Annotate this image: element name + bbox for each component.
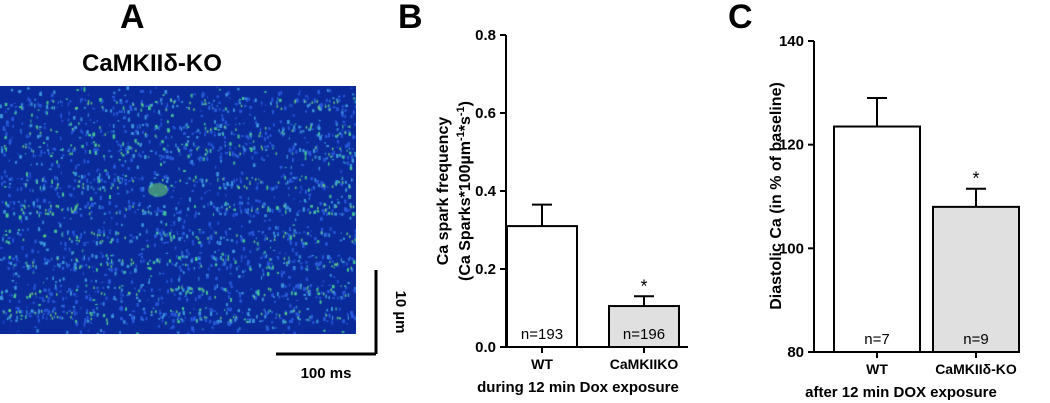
chart-b-y-label-part: (Ca Sparks*100µm [457, 141, 474, 281]
chart-c-bar [932, 205, 1020, 353]
chart-b-significance-star: * [640, 276, 647, 296]
chart-b-n-label: n=193 [521, 326, 563, 343]
chart-b-y-tick-label: 0.6 [475, 105, 496, 122]
scale-bar-space-label: 10 µm [392, 291, 409, 334]
chart-b-y-tick-label: 0.4 [475, 183, 497, 200]
chart-c-n-label: n=9 [963, 331, 988, 348]
chart-c-n-label: n=7 [864, 331, 889, 348]
chart-c-y-tick-label: 120 [779, 137, 804, 154]
chart-c-significance-star: * [972, 169, 979, 189]
chart-diastolic-ca: 80 100 120 140 n=7 WT n=9 * CaMKIIδ-KO after 12 m… [768, 33, 1020, 401]
chart-c-x-label: after 12 min DOX exposure [805, 384, 997, 401]
calcium-linescan-image [0, 86, 356, 334]
chart-b-y-tick-label: 0.8 [475, 27, 496, 44]
chart-b-y-label-line2: (Ca Sparks*100µm-1*s-1) [455, 101, 474, 281]
chart-b-x-label: during 12 min Dox exposure [477, 379, 679, 396]
chart-b-y-label-part: -1 [455, 106, 467, 116]
chart-b-category-label: WT [531, 356, 553, 372]
chart-c-category-label: CaMKIIδ-KO [935, 361, 1017, 377]
chart-b-y-label-part: *s [457, 116, 474, 131]
chart-b-category-label: CaMKIIKO [610, 356, 679, 372]
chart-c-y-tick-label: 80 [787, 344, 804, 361]
scale-bar: 10 µm 100 ms [276, 270, 409, 382]
panel-c-letter: C [728, 0, 753, 36]
chart-b-n-label: n=196 [623, 326, 665, 343]
chart-b-y-label-line1: Ca spark frequency [435, 117, 452, 266]
panel-a-letter: A [120, 0, 145, 36]
chart-b-y-tick-label: 0.0 [475, 339, 496, 356]
chart-c-y-tick-label: 100 [779, 240, 804, 257]
chart-b-y-label-part: -1 [455, 131, 467, 141]
chart-c-category-label: WT [866, 361, 888, 377]
scale-bar-time-label: 100 ms [301, 365, 352, 382]
chart-c-bar [833, 125, 921, 354]
chart-b-bar [608, 305, 680, 348]
chart-c-y-label: Diastolic Ca (in % of baseline) [768, 82, 785, 310]
chart-b-y-label-part: ) [457, 101, 474, 106]
panel-b-letter: B [398, 0, 423, 36]
chart-b-y-tick-label: 0.2 [475, 261, 496, 278]
chart-b-bar [506, 225, 578, 349]
panel-a-title: CaMKIIδ-KO [82, 50, 222, 77]
chart-spark-frequency: 0.0 0.2 0.4 0.6 0.8 n=193 WT n=196 * CaMKIIKO duri… [435, 27, 688, 396]
chart-c-y-tick-label: 140 [779, 33, 804, 50]
